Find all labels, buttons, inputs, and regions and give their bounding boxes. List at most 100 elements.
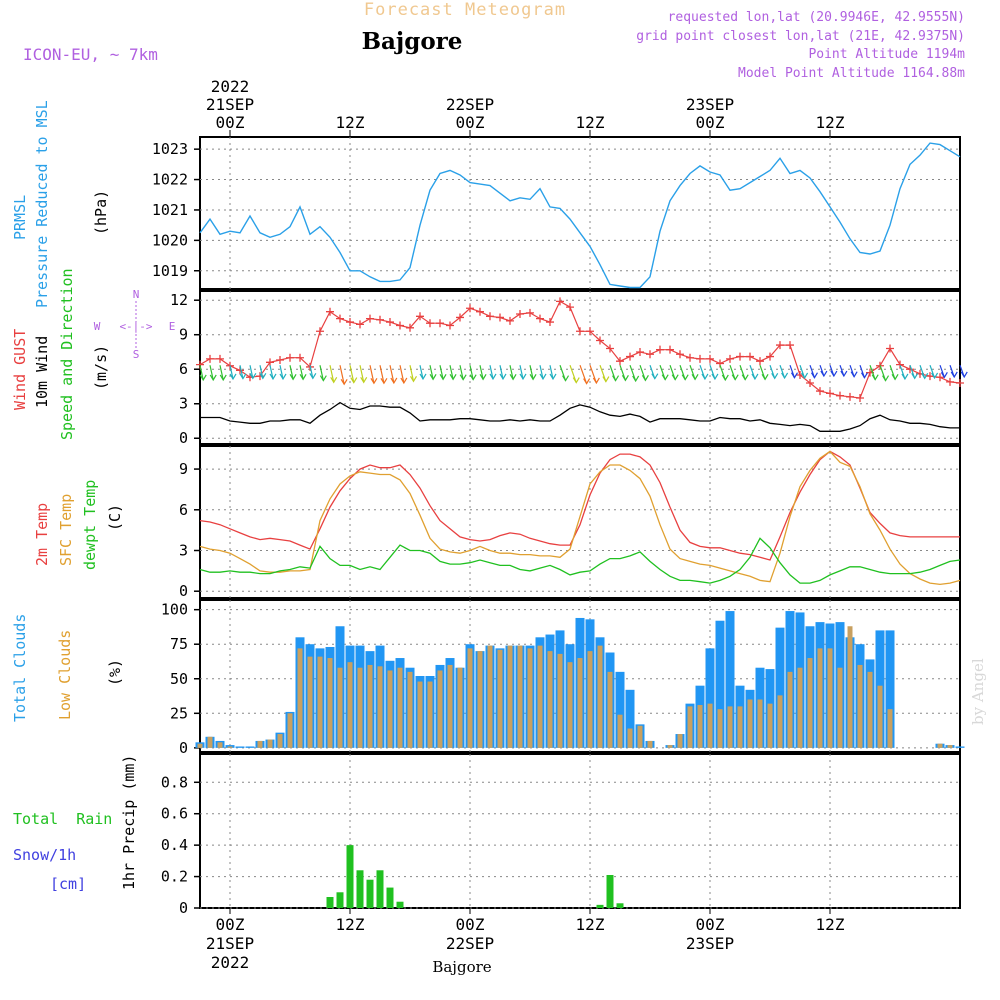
low-clouds-bar <box>637 725 643 748</box>
pressure-plot: 1019 1020 1021 1022 1023 <box>152 136 961 290</box>
temp-frame <box>199 445 961 599</box>
wind-dir-arrow <box>459 365 464 380</box>
gust-marker <box>456 313 464 322</box>
wind-dir-arrowhead <box>380 377 388 385</box>
low-clouds-bar <box>787 671 793 748</box>
low-clouds-bar <box>847 626 853 748</box>
gust-marker <box>296 353 304 362</box>
low-clouds-bar <box>937 743 943 748</box>
low-clouds-bar <box>437 670 443 748</box>
pressure-ytick-label-1: 1020 <box>152 231 188 249</box>
low-clouds-bar <box>877 685 883 748</box>
compass-e: E <box>169 320 176 333</box>
clouds-ytick-label-2: 50 <box>170 670 188 688</box>
gust-marker <box>486 312 494 321</box>
wind-dir-arrow <box>259 365 264 379</box>
wind-dir-arrowhead <box>269 373 277 381</box>
bottom-date-label: 23SEP <box>686 934 734 953</box>
wind-dir-arrow <box>519 365 524 380</box>
wind-ytick-label-0: 0 <box>179 429 188 447</box>
gust-marker <box>726 354 734 363</box>
top-hour-label: 12Z <box>336 113 365 132</box>
top-year-label: 2022 <box>211 77 250 96</box>
precip-ytick-label-1: 0.2 <box>161 868 188 886</box>
low-clouds-bar <box>667 745 673 748</box>
gust-marker <box>206 354 214 363</box>
wind-ytick-label-3: 9 <box>179 326 188 344</box>
low-clouds-bar <box>747 699 753 748</box>
clouds-plot: 0 25 50 75 100 <box>161 599 965 757</box>
low-clouds-bar <box>517 645 523 748</box>
temp-dew-line <box>199 537 961 584</box>
low-clouds-bar <box>567 662 573 748</box>
wind-dir-arrow <box>209 365 214 381</box>
wind-10m-label: 10m Wind <box>33 336 51 408</box>
gust-marker <box>646 350 654 359</box>
precip-plot: 0 0.2 0.4 0.6 0.8 <box>161 753 961 917</box>
clouds-ytick-label-3: 75 <box>170 635 188 653</box>
gust-marker <box>566 303 574 312</box>
temp-2m-line <box>199 450 960 561</box>
location-title: Bajgore <box>362 28 463 55</box>
wind-ytick-label-2: 6 <box>179 360 188 378</box>
rain-bar <box>366 879 374 908</box>
low-clouds-bar <box>377 666 383 748</box>
precip-ytick-label-3: 0.6 <box>161 805 188 823</box>
wind-dir-arrow <box>529 365 534 380</box>
clouds-unit: (%) <box>106 659 124 686</box>
wind-dir-arrowhead <box>249 373 257 380</box>
low-clouds-bar <box>317 656 323 748</box>
chart-title: Forecast Meteogram <box>364 0 566 20</box>
wind-dir-arrowhead <box>549 373 557 381</box>
gust-marker <box>696 354 704 363</box>
gust-marker <box>756 357 764 366</box>
wind-dir-arrow <box>309 365 314 379</box>
wind-dir-arrow <box>359 365 365 383</box>
total-clouds-bar <box>625 689 635 748</box>
wind-dir-arrow <box>389 365 395 384</box>
wind-dir-arrow <box>239 365 244 379</box>
wind-dir-arrowhead <box>429 373 437 381</box>
wind-ytick-label-4: 12 <box>170 291 188 309</box>
wind-speed-line <box>200 401 960 432</box>
total-clouds-bar <box>235 746 245 748</box>
wind-dir-arrowhead <box>931 372 939 380</box>
wind-dir-arrowhead <box>731 374 739 381</box>
rain-bar <box>346 845 354 908</box>
low-clouds-bar <box>597 645 603 748</box>
wind-dir-arrow <box>429 365 434 380</box>
gust-marker <box>676 350 684 359</box>
wind-dir-arrow <box>449 365 454 380</box>
pressure-line <box>199 142 961 289</box>
wind-dir-arrowhead <box>891 373 899 381</box>
bottom-year-label: 2022 <box>211 953 250 972</box>
low-clouds-bar <box>327 658 333 748</box>
wind-dir-arrowhead <box>711 373 719 381</box>
wind-dir-arrowhead <box>330 376 338 384</box>
wind-dir-arrow <box>549 365 554 380</box>
wind-dir-arrowhead <box>469 374 477 381</box>
wind-dir-arrow <box>539 365 544 380</box>
wind-dir-arrowhead <box>612 375 620 382</box>
gust-marker <box>516 310 524 319</box>
wind-dir-arrowhead <box>790 372 798 379</box>
top-date-label: 22SEP <box>446 95 494 114</box>
wind-dir-arrowhead <box>681 374 689 381</box>
gust-marker <box>846 392 854 401</box>
low-clouds-label: Low Clouds <box>56 630 74 720</box>
low-clouds-bar <box>617 714 623 748</box>
wind-dir-arrowhead <box>489 373 497 381</box>
gust-marker <box>746 352 754 361</box>
wind-dir-arrow <box>379 365 385 384</box>
clouds-panel: Total Clouds Low Clouds (%) <box>11 614 124 722</box>
top-hour-label: 00Z <box>216 113 245 132</box>
wind-dir-arrowhead <box>820 370 828 378</box>
low-clouds-bar <box>587 651 593 748</box>
wind-dir-arrowhead <box>499 373 507 381</box>
wind-dir-arrowhead <box>279 373 287 381</box>
wind-dir-arrowhead <box>592 377 600 385</box>
wind-dir-arrowhead <box>641 374 649 382</box>
bottom-hour-label: 12Z <box>576 915 605 934</box>
low-clouds-bar <box>947 745 953 748</box>
wind-dir-arrowhead <box>810 372 818 379</box>
